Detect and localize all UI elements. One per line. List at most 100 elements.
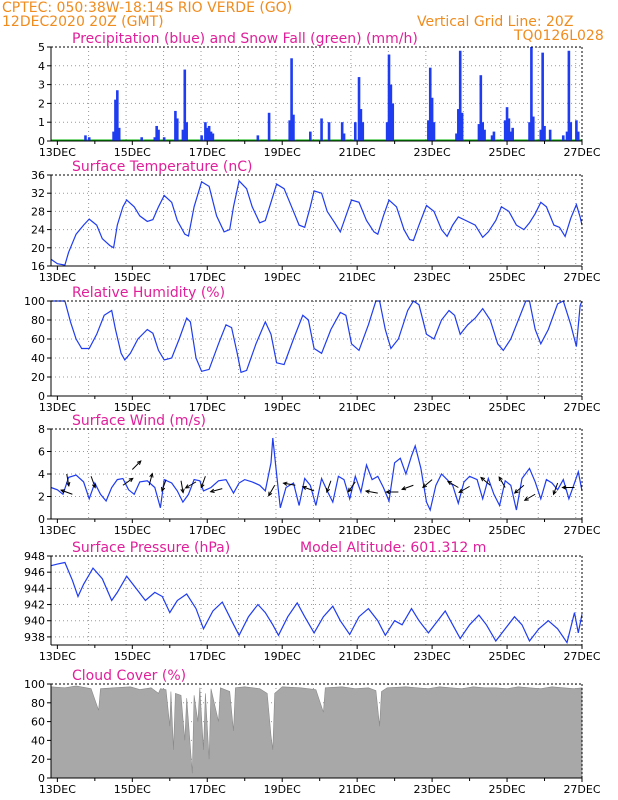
y-tick-label: 28 <box>31 205 45 218</box>
precip-bar <box>342 133 346 141</box>
y-tick-label: 2 <box>38 97 45 110</box>
x-tick-label: 15DEC <box>114 146 151 159</box>
temperature-title: Surface Temperature (nC) <box>72 159 253 175</box>
wind-line <box>50 437 583 512</box>
precip-bar <box>385 122 389 141</box>
x-tick-label: 25DEC <box>488 650 525 663</box>
precip-bar <box>175 118 179 141</box>
precip-bar <box>531 116 535 141</box>
grid-note: Vertical Grid Line: 20Z <box>417 14 574 30</box>
x-tick-label: 27DEC <box>563 146 600 159</box>
x-tick-label: 21DEC <box>339 271 376 284</box>
wind-chart: Surface Wind (m/s) 0 2 4 6 8 13DEC 15DEC 17DEC 19… <box>38 413 601 537</box>
precip-bar <box>267 112 271 141</box>
y-tick-label: 2 <box>38 491 45 504</box>
cloud-cover-chart: Cloud Cover (%) 0 20 40 60 80 100 13DEC 15DEC 17D… <box>24 668 601 796</box>
cloud-cover-title: Cloud Cover (%) <box>72 668 186 684</box>
x-tick-label: 15DEC <box>114 524 151 537</box>
precip-bar <box>211 133 215 141</box>
x-tick-label: 13DEC <box>39 524 76 537</box>
x-tick-label: 23DEC <box>414 146 451 159</box>
precip-bar <box>87 137 91 141</box>
x-tick-label: 21DEC <box>339 401 376 414</box>
precip-bar <box>116 90 119 141</box>
x-tick-label: 23DEC <box>414 783 451 796</box>
wind-arrow <box>458 485 470 493</box>
wind-arrow <box>401 484 414 491</box>
precip-bar <box>112 131 115 141</box>
y-tick-label: 24 <box>31 224 45 237</box>
x-tick-label: 23DEC <box>414 524 451 537</box>
x-tick-label: 21DEC <box>339 650 376 663</box>
wind-arrow <box>480 476 491 486</box>
precip-bar <box>114 99 117 141</box>
x-tick-label: 13DEC <box>39 271 76 284</box>
precip-bar <box>84 135 87 141</box>
x-tick-label: 15DEC <box>114 783 151 796</box>
x-tick-label: 15DEC <box>114 401 151 414</box>
x-tick-label: 19DEC <box>264 650 301 663</box>
precip-bar <box>359 109 363 141</box>
x-tick-label: 25DEC <box>488 271 525 284</box>
precip-bar <box>481 122 484 141</box>
y-tick-label: 4 <box>38 468 45 481</box>
wind-arrow <box>301 485 315 492</box>
precip-bar <box>477 124 481 141</box>
precip-bar <box>207 125 211 141</box>
precip-bar <box>389 84 393 141</box>
y-tick-label: 32 <box>31 187 45 200</box>
precip-bar <box>320 118 323 141</box>
y-tick-label: 60 <box>31 333 45 346</box>
precip-bar <box>479 75 483 141</box>
x-tick-label: 25DEC <box>488 783 525 796</box>
x-tick-label: 23DEC <box>414 650 451 663</box>
x-tick-label: 17DEC <box>189 146 226 159</box>
x-tick-label: 19DEC <box>264 524 301 537</box>
precip-bar <box>528 122 531 141</box>
wind-arrow <box>66 473 71 487</box>
y-tick-label: 100 <box>24 295 45 308</box>
station-header: CPTEC: 050:38W-18:14S RIO VERDE (GO) <box>2 0 293 16</box>
wind-arrow <box>180 480 185 494</box>
x-tick-label: 27DEC <box>563 650 600 663</box>
precip-bar <box>539 129 543 141</box>
wind-arrow <box>161 479 167 492</box>
wind-arrow <box>552 482 559 496</box>
precip-bar <box>511 127 514 141</box>
pressure-title: Surface Pressure (hPa) <box>72 540 230 556</box>
y-tick-label: 6 <box>38 446 45 459</box>
precip-bar <box>183 69 187 141</box>
y-tick-label: 942 <box>24 599 45 612</box>
y-tick-label: 938 <box>24 631 45 644</box>
x-tick-label: 21DEC <box>339 146 376 159</box>
x-tick-label: 13DEC <box>39 401 76 414</box>
precip-bar <box>492 131 496 141</box>
y-tick-label: 16 <box>31 260 45 273</box>
y-tick-label: 0 <box>38 772 45 785</box>
humidity-chart: Relative Humidity (%) 0 20 40 60 80 100 13DEC 15… <box>24 285 601 414</box>
precip-bar <box>327 122 331 141</box>
precipitation-chart: Precipitation (blue) and Snow Fall (gree… <box>38 31 601 159</box>
precip-bar <box>548 129 552 141</box>
precip-bar <box>432 122 436 141</box>
precip-bar <box>457 109 460 141</box>
temp-line <box>50 179 583 266</box>
y-tick-label: 100 <box>24 678 45 691</box>
wind-arrow <box>200 476 206 489</box>
precip-bar <box>490 135 494 141</box>
y-tick-label: 4 <box>38 60 45 73</box>
y-tick-label: 1 <box>38 116 45 129</box>
precip-bar <box>530 47 533 141</box>
y-tick-label: 20 <box>31 371 45 384</box>
y-tick-label: 80 <box>31 314 45 327</box>
precip-bar <box>155 125 158 141</box>
precip-bar <box>391 103 395 141</box>
model-altitude-label: Model Altitude: 601.312 m <box>300 540 486 556</box>
pressure-line <box>50 561 583 645</box>
precip-bar <box>565 131 569 141</box>
precip-bar <box>140 137 143 141</box>
wind-arrow <box>282 481 296 486</box>
wind-arrow <box>523 493 536 501</box>
model-code: TQ0126L028 <box>514 28 604 44</box>
x-tick-label: 25DEC <box>488 401 525 414</box>
